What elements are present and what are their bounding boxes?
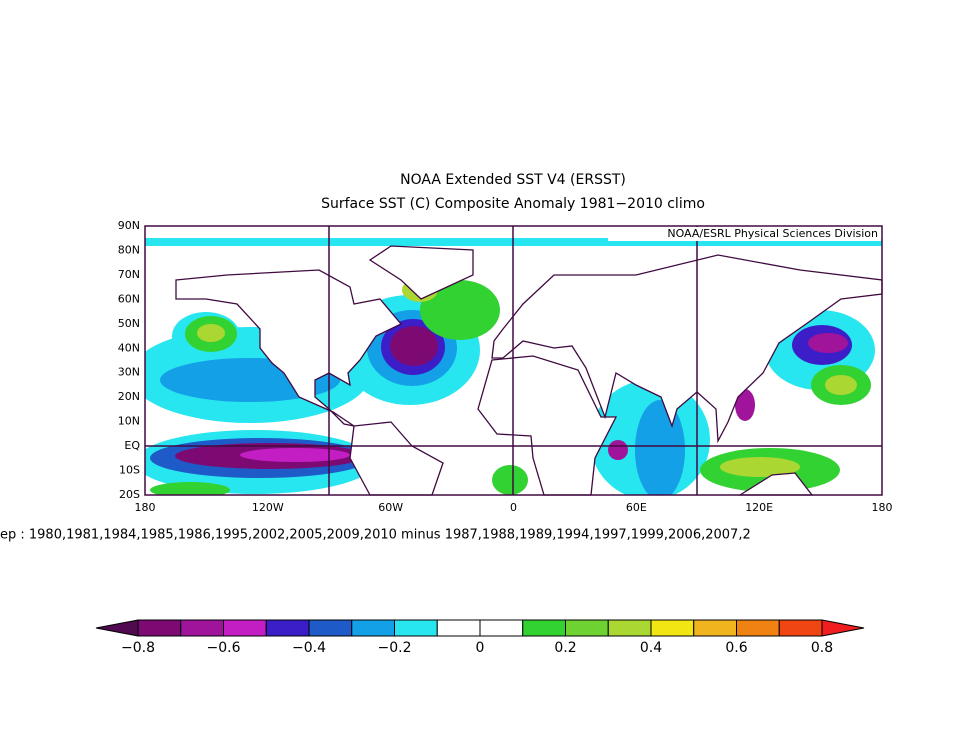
colorbar-box	[351, 619, 395, 637]
lat-label: 60N	[118, 292, 140, 305]
colorbar-box	[137, 619, 182, 637]
colorbar-label: −0.6	[207, 640, 241, 656]
lon-label: 120E	[745, 501, 773, 514]
grid-lines	[145, 226, 882, 495]
colorbar: −0.8 −0.6 −0.4 −0.2 0 0.2 0.4 0.6 0.8	[95, 619, 865, 656]
colorbar-box	[607, 619, 652, 637]
lon-label: 120W	[252, 501, 284, 514]
colorbar-label: −0.2	[378, 640, 412, 656]
lon-label: 180	[872, 501, 893, 514]
colorbar-box	[565, 619, 609, 637]
lat-label: 50N	[118, 317, 140, 330]
lat-label: 10S	[119, 464, 140, 477]
lon-label: 60E	[626, 501, 647, 514]
lat-label: 30N	[118, 366, 140, 379]
colorbar-box	[436, 619, 481, 637]
map-frame	[144, 225, 883, 496]
credit-box	[608, 227, 881, 241]
lon-label: 60W	[378, 501, 403, 514]
lat-label: 40N	[118, 341, 140, 354]
colorbar-box	[394, 619, 438, 637]
colorbar-arrow-low	[95, 619, 139, 637]
colorbar-box	[693, 619, 737, 637]
colorbar-box	[479, 619, 524, 637]
colorbar-label: 0.8	[811, 640, 833, 656]
colorbar-box	[736, 619, 780, 637]
colorbar-label: −0.4	[292, 640, 326, 656]
lat-label: 70N	[118, 268, 140, 281]
colorbar-box	[522, 619, 566, 637]
subtitle: Surface SST (C) Composite Anomaly 1981−2…	[321, 196, 705, 212]
colorbar-label: 0.6	[725, 640, 747, 656]
colorbar-label: −0.8	[121, 640, 155, 656]
colorbar-label: 0	[476, 640, 485, 656]
lat-label: 20N	[118, 390, 140, 403]
colorbar-box	[265, 619, 310, 637]
title: NOAA Extended SST V4 (ERSST)	[400, 172, 626, 188]
map: NOAA/ESRL Physical Sciences Division	[144, 225, 883, 496]
lon-label: 0	[510, 501, 517, 514]
lat-label: 90N	[118, 219, 140, 232]
lat-label: 10N	[118, 415, 140, 428]
colorbar-label: 0.2	[554, 640, 576, 656]
colorbar-box	[223, 619, 267, 637]
lat-label: 20S	[119, 488, 140, 501]
colorbar-box	[180, 619, 224, 637]
lon-label: 180	[135, 501, 156, 514]
lat-label: EQ	[124, 439, 140, 452]
colorbar-box	[650, 619, 695, 637]
lat-label: 80N	[118, 243, 140, 256]
colorbar-box	[778, 619, 823, 637]
credit: NOAA/ESRL Physical Sciences Division	[667, 227, 878, 240]
colorbar-label: 0.4	[640, 640, 662, 656]
colorbar-arrow-high	[821, 619, 865, 637]
caption: ep : 1980,1981,1984,1985,1986,1995,2002,…	[0, 528, 751, 543]
colorbar-box	[308, 619, 353, 637]
